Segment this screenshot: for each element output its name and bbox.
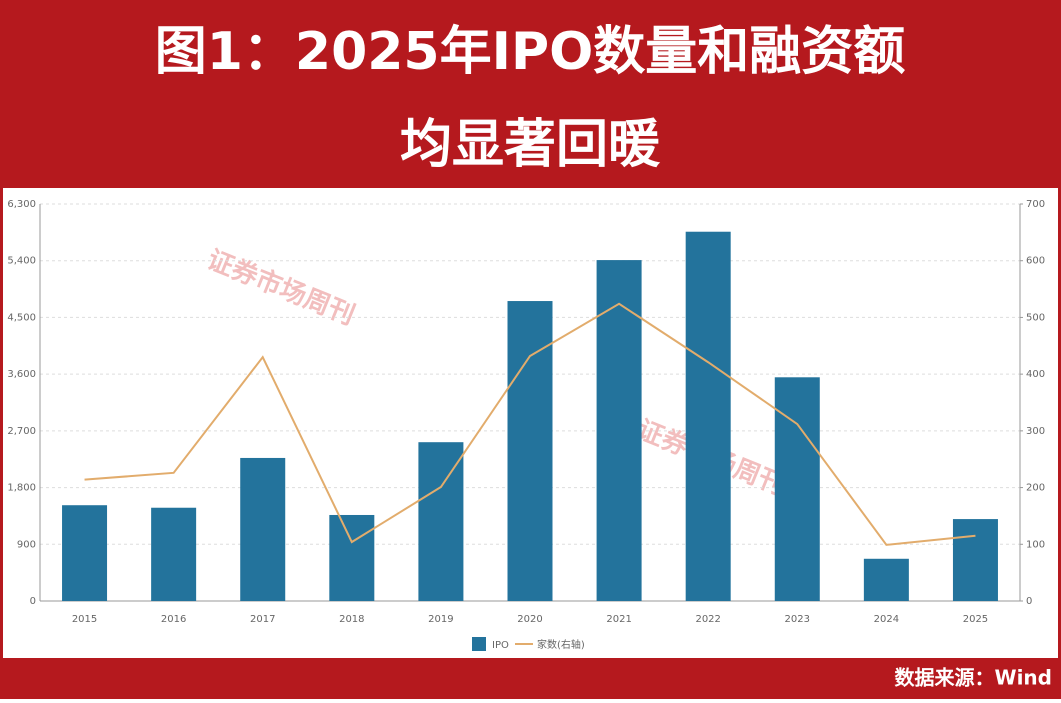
chart-title: 图1：2025年IPO数量和融资额	[155, 22, 906, 82]
legend-label: IPO	[492, 640, 509, 651]
y2-tick-label: 100	[1026, 539, 1045, 550]
legend-label: 家数(右轴)	[537, 638, 585, 651]
x-tick-label: 2025	[963, 614, 988, 625]
y-tick-label: 1,800	[7, 483, 36, 494]
x-tick-label: 2019	[428, 614, 453, 625]
x-tick-label: 2021	[606, 614, 631, 625]
x-tick-label: 2024	[874, 614, 899, 625]
bar	[685, 231, 731, 601]
bar	[240, 457, 286, 601]
legend-swatch	[472, 637, 486, 651]
y2-tick-label: 0	[1026, 596, 1032, 607]
x-tick-label: 2015	[72, 614, 97, 625]
x-tick-label: 2016	[161, 614, 186, 625]
bar	[596, 260, 642, 601]
bar	[774, 377, 820, 601]
bar	[329, 514, 375, 601]
source: 数据来源：Wind	[895, 666, 1052, 690]
y2-tick-label: 700	[1026, 199, 1045, 210]
y2-tick-label: 300	[1026, 426, 1045, 437]
y-tick-label: 2,700	[7, 426, 36, 437]
bar	[151, 507, 197, 601]
y-tick-label: 3,600	[7, 369, 36, 380]
bar	[418, 442, 464, 601]
y2-tick-label: 200	[1026, 483, 1045, 494]
line	[84, 302, 976, 546]
y2-tick-label: 500	[1026, 312, 1045, 323]
bar	[952, 519, 998, 601]
y-tick-label: 4,500	[7, 312, 36, 323]
bar	[863, 558, 909, 601]
y-tick-label: 0	[30, 596, 36, 607]
y-tick-label: 900	[17, 539, 36, 550]
x-tick-label: 2020	[517, 614, 542, 625]
chart-title: 均显著回暖	[400, 115, 661, 175]
x-tick-label: 2018	[339, 614, 364, 625]
y2-tick-label: 400	[1026, 369, 1045, 380]
y2-tick-label: 600	[1026, 256, 1045, 267]
x-tick-label: 2017	[250, 614, 275, 625]
bar	[507, 301, 553, 601]
bar	[62, 505, 108, 601]
y-tick-label: 5,400	[7, 256, 36, 267]
x-tick-label: 2022	[695, 614, 720, 625]
y-tick-label: 6,300	[7, 199, 36, 210]
x-tick-label: 2023	[785, 614, 810, 625]
